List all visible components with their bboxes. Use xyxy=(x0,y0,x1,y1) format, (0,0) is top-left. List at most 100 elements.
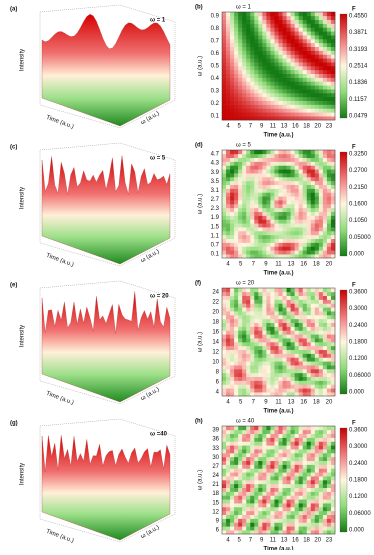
heatmap-cell xyxy=(246,453,250,457)
heatmap-cell xyxy=(323,243,327,247)
heatmap-cell xyxy=(242,35,246,39)
heatmap-cell xyxy=(291,177,295,181)
heatmap-cell xyxy=(226,465,230,469)
heatmap-cell xyxy=(222,254,226,258)
heatmap-cell xyxy=(266,62,270,66)
heatmap-cell xyxy=(331,35,335,39)
heatmap-cell xyxy=(274,507,278,511)
heatmap-cell xyxy=(295,330,299,334)
heatmap-cell xyxy=(238,338,242,342)
heatmap-cell xyxy=(230,327,234,331)
heatmap-cell xyxy=(315,16,319,20)
heatmap-cell xyxy=(234,35,238,39)
heatmap-cell xyxy=(234,192,238,196)
heatmap-cell xyxy=(230,381,234,385)
heatmap-cell xyxy=(262,388,266,392)
heatmap-cell xyxy=(270,300,274,304)
heatmap-cell xyxy=(254,503,258,507)
heatmap-cell xyxy=(315,108,319,112)
heatmap-cell xyxy=(299,526,303,530)
heatmap-cell xyxy=(311,177,315,181)
heatmap-cell xyxy=(319,185,323,189)
heatmap-cell xyxy=(307,165,311,169)
heatmap-cell xyxy=(303,373,307,377)
heatmap-cell xyxy=(242,441,246,445)
heatmap-cell xyxy=(238,47,242,51)
heatmap-cell xyxy=(311,204,315,208)
heatmap-cell xyxy=(274,231,278,235)
heatmap-cell xyxy=(291,330,295,334)
heatmap-cell xyxy=(303,192,307,196)
heatmap-cell xyxy=(238,165,242,169)
heatmap-cell xyxy=(331,189,335,193)
heatmap-cell xyxy=(230,177,234,181)
heatmap-cell xyxy=(246,484,250,488)
heatmap-cell xyxy=(279,235,283,239)
heatmap-cell xyxy=(226,377,230,381)
heatmap-cell xyxy=(303,185,307,189)
heatmap-cell xyxy=(250,185,254,189)
heatmap-cell xyxy=(287,492,291,496)
heatmap-cell xyxy=(230,311,234,315)
heatmap-cell xyxy=(319,212,323,216)
heatmap-cell xyxy=(274,85,278,89)
heatmap-cell xyxy=(270,112,274,116)
heatmap-cell xyxy=(323,319,327,323)
heatmap-cell xyxy=(279,300,283,304)
heatmap-cell xyxy=(242,350,246,354)
heatmap-cell xyxy=(307,116,311,120)
heatmap-cell xyxy=(222,185,226,189)
heatmap-cell xyxy=(315,31,319,35)
heatmap-cell xyxy=(246,189,250,193)
y-tick-label: 18 xyxy=(212,491,219,497)
heatmap-cell xyxy=(319,530,323,534)
heatmap-cell xyxy=(319,465,323,469)
heatmap-cell xyxy=(307,495,311,499)
heatmap-cell xyxy=(222,480,226,484)
heatmap-cell xyxy=(254,465,258,469)
heatmap-cell xyxy=(327,158,331,162)
heatmap-cell xyxy=(238,196,242,200)
y-tick-label: 15 xyxy=(212,500,219,506)
heatmap-cell xyxy=(226,212,230,216)
heatmap-cell xyxy=(226,185,230,189)
panel-label: (h) xyxy=(195,419,203,425)
heatmap-cell xyxy=(283,480,287,484)
heatmap-cell xyxy=(234,499,238,503)
heatmap-cell xyxy=(274,377,278,381)
heatmap-cell xyxy=(295,216,299,220)
heatmap-cell xyxy=(274,361,278,365)
heatmap-cell xyxy=(270,350,274,354)
heatmap-cell xyxy=(242,357,246,361)
heatmap-cell xyxy=(291,12,295,16)
heatmap-cell xyxy=(230,499,234,503)
heatmap-cell xyxy=(250,246,254,250)
heatmap-cell xyxy=(283,185,287,189)
heatmap-cell xyxy=(238,246,242,250)
heatmap-cell xyxy=(283,70,287,74)
heatmap-cell xyxy=(274,181,278,185)
heatmap-cell xyxy=(331,484,335,488)
heatmap-cell xyxy=(274,216,278,220)
heatmap-cell xyxy=(262,204,266,208)
heatmap-cell xyxy=(283,472,287,476)
heatmap-cell xyxy=(230,12,234,16)
heatmap-cell xyxy=(238,27,242,31)
heatmap-cell xyxy=(242,530,246,534)
heatmap-cell xyxy=(283,434,287,438)
heatmap-cell xyxy=(230,434,234,438)
heatmap-cell xyxy=(250,426,254,430)
heatmap-cell xyxy=(246,181,250,185)
heatmap-cell xyxy=(262,66,266,70)
heatmap-cell xyxy=(319,154,323,158)
heatmap-cell xyxy=(226,216,230,220)
heatmap-cell xyxy=(254,445,258,449)
heatmap-cell xyxy=(331,361,335,365)
heatmap-cell xyxy=(311,388,315,392)
colorbar-tick-label: 0.06000 xyxy=(349,511,371,517)
colorbar-tick-label: 0.1200 xyxy=(349,494,368,500)
heatmap-cell xyxy=(266,254,270,258)
heatmap-cell xyxy=(315,105,319,109)
heatmap-cell xyxy=(299,31,303,35)
heatmap-cell xyxy=(246,350,250,354)
